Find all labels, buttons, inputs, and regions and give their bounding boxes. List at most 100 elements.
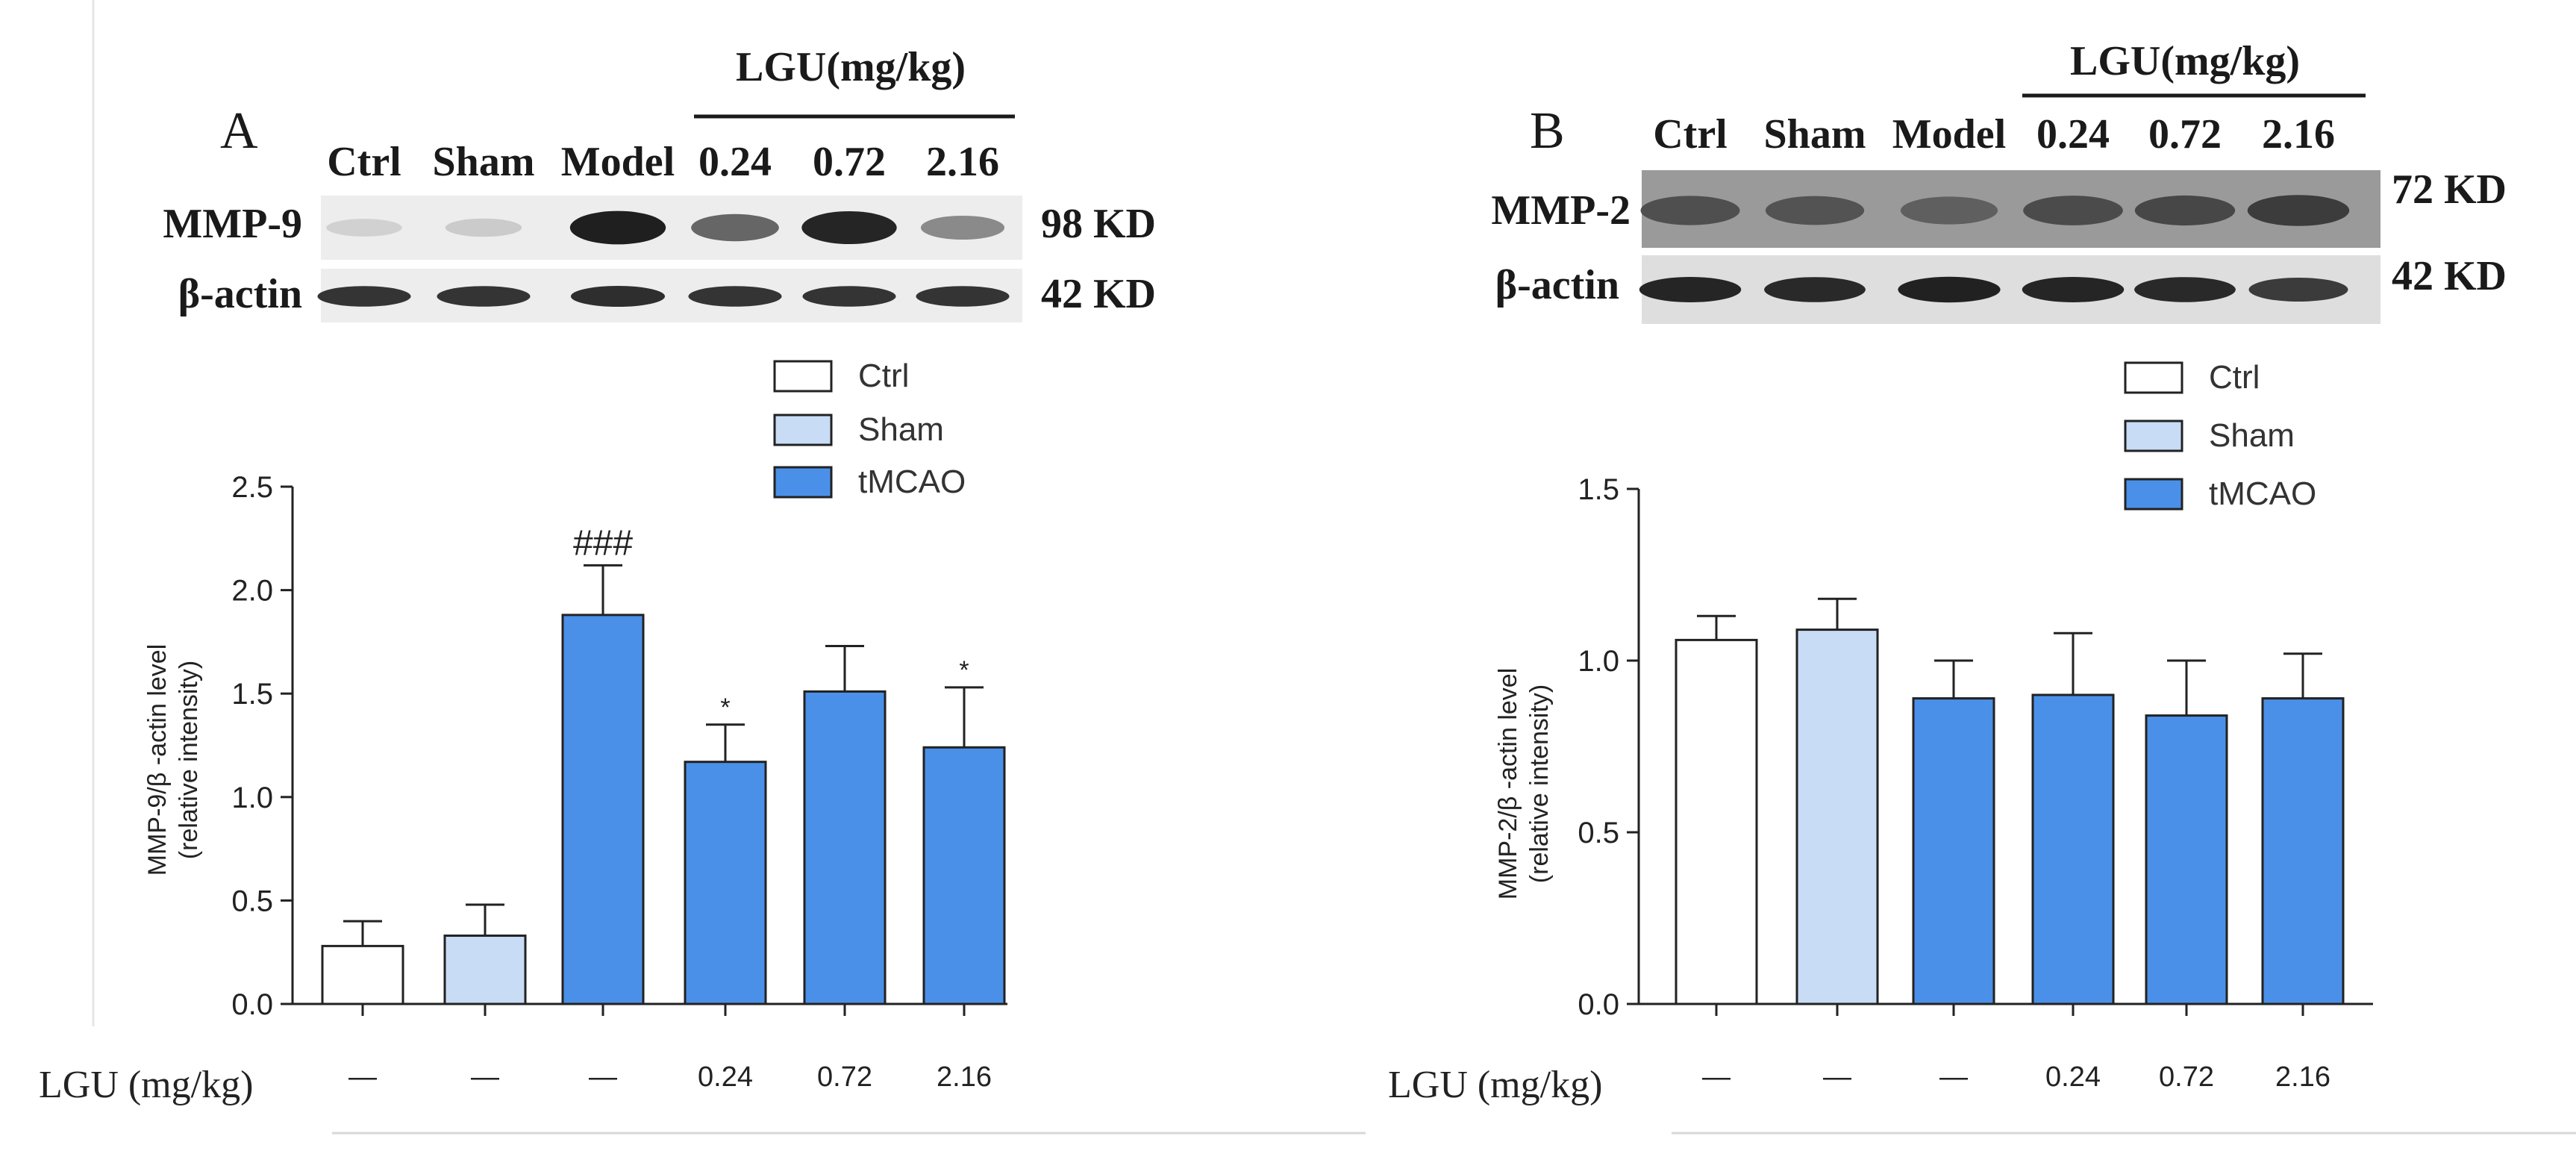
panel-a-lane-ctrl: Ctrl: [327, 139, 401, 185]
panel-a-legend: Ctrl Sham tMCAO: [773, 358, 966, 500]
panel-a-row-actin-label: β-actin: [178, 271, 302, 317]
y-tick-label: 1.5: [231, 678, 273, 711]
panel-b-row-actin-label: β-actin: [1495, 262, 1619, 308]
panel-b-row-mmp2-label: MMP-2: [1491, 187, 1631, 234]
panel-a-bar-chart: 0.0 0.5 1.0 1.5 2.0 2.5 ### * *: [231, 471, 1007, 1021]
panel-b-legend-label-tmcao: tMCAO: [2209, 475, 2316, 512]
bar-Model: [561, 614, 645, 1005]
blot-band: [445, 218, 522, 237]
significance-mark: ###: [573, 523, 633, 563]
panel-b-lane-ctrl: Ctrl: [1653, 111, 1728, 157]
panel-a-dose-024: 0.24: [698, 1061, 753, 1093]
panel-b-lane-sham: Sham: [1764, 111, 1866, 157]
y-tick-label: 1.5: [1578, 473, 1619, 506]
panel-b-legend-swatch-ctrl: [2124, 361, 2183, 394]
panel-a-lane-216: 2.16: [926, 139, 999, 185]
panel-a-bands-mmp9: [326, 210, 1005, 245]
panel-a-legend-label-ctrl: Ctrl: [858, 358, 909, 394]
bar-Model: [1912, 697, 1995, 1005]
panel-a-row-mmp9-label: MMP-9: [163, 201, 302, 247]
panel-a-ylabel: MMP-9/β -actin level (relative intensity…: [143, 644, 203, 876]
y-tick-label: 0.0: [1578, 988, 1619, 1021]
panel-b-ylabel-line1: MMP-2/β -actin level: [1494, 668, 1522, 900]
panel-b-bands-actin: [1639, 276, 2348, 303]
panel-b-dose-sham: —: [1823, 1061, 1851, 1093]
blot-band: [2134, 195, 2236, 226]
blot-band: [801, 211, 897, 244]
panel-b-legend-label-sham: Sham: [2209, 417, 2295, 454]
bar-2.16: [922, 746, 1006, 1005]
panel-b-legend-swatch-tmcao: [2124, 478, 2183, 511]
panel-b-lane-model: Model: [1892, 111, 2006, 157]
bar-Ctrl: [1675, 638, 1758, 1005]
blot-band: [317, 286, 411, 307]
panel-a-lane-072: 0.72: [813, 139, 886, 185]
panel-b-legend-swatch-sham: [2124, 419, 2183, 452]
panel-a-dose-row-label: LGU (mg/kg): [39, 1064, 253, 1106]
panel-b-dose-024: 0.24: [2045, 1061, 2101, 1093]
panel-a-lane-024: 0.24: [698, 139, 772, 185]
panel-a-legend-swatch-sham: [773, 414, 833, 446]
panel-a-dose-072: 0.72: [817, 1061, 872, 1093]
bar-Sham: [1795, 628, 1879, 1005]
blot-band: [1639, 276, 1742, 303]
blot-band: [2247, 195, 2350, 226]
panel-b-dose-ctrl: —: [1702, 1061, 1731, 1093]
bar-Sham: [443, 935, 527, 1005]
blot-band: [1898, 276, 2001, 303]
panel-a-legend-swatch-ctrl: [773, 360, 833, 393]
bar-0.72: [2145, 714, 2228, 1005]
panel-a-letter: A: [220, 102, 258, 160]
blot-band: [326, 219, 402, 237]
blot-band: [570, 285, 666, 308]
bar-0.72: [803, 690, 887, 1005]
panel-a-dose-216: 2.16: [937, 1061, 992, 1093]
panel-b-legend: Ctrl Sham tMCAO: [2124, 359, 2316, 512]
panel-a-ylabel-line1: MMP-9/β -actin level: [143, 644, 172, 876]
panel-a-dose-ctrl: —: [348, 1061, 377, 1093]
panel-a-legend-swatch-tmcao: [773, 466, 833, 499]
y-tick-label: 2.0: [231, 575, 273, 608]
panel-b-dose-model: —: [1939, 1061, 1968, 1093]
panel-b-ylabel: MMP-2/β -actin level (relative intensity…: [1494, 668, 1554, 900]
blot-band: [1640, 196, 1740, 225]
panel-a-lane-model: Model: [561, 139, 675, 185]
significance-mark: *: [959, 656, 969, 684]
blot-band: [1900, 196, 1998, 225]
panel-b-bar-chart: 0.0 0.5 1.0 1.5: [1578, 473, 2373, 1021]
panel-a-bands-actin: [317, 285, 1010, 308]
blot-band: [691, 213, 779, 242]
blot-band: [2134, 277, 2236, 302]
panel-b-dose-216: 2.16: [2275, 1061, 2330, 1093]
panel-b-ylabel-line2: (relative intensity): [1525, 684, 1554, 883]
panel-b-bands-mmp2: [1640, 195, 2350, 226]
panel-b-dose-row-label: LGU (mg/kg): [1388, 1064, 1602, 1106]
y-tick-label: 0.5: [231, 885, 273, 917]
panel-a-ylabel-line2: (relative intensity): [175, 661, 203, 859]
bar-0.24: [684, 761, 767, 1005]
panel-b-legend-label-ctrl: Ctrl: [2209, 359, 2260, 396]
panel-b-dose-072: 0.72: [2159, 1061, 2214, 1093]
panel-a-row-mmp9-size: 98 KD: [1041, 201, 1156, 247]
panel-a-lgu-header: LGU(mg/kg): [736, 44, 966, 90]
significance-mark: *: [720, 693, 730, 722]
panel-b-lgu-header: LGU(mg/kg): [2070, 38, 2300, 84]
y-tick-label: 1.0: [1578, 645, 1619, 678]
panel-b-row-actin-size: 42 KD: [2392, 253, 2507, 299]
blot-band: [916, 286, 1010, 307]
blot-band: [688, 286, 782, 307]
blot-band: [2023, 196, 2123, 225]
panel-a-legend-label-sham: Sham: [858, 411, 944, 448]
panel-a-dose-sham: —: [471, 1061, 499, 1093]
y-tick-label: 0.0: [231, 988, 273, 1021]
blot-band: [920, 215, 1005, 240]
y-tick-label: 0.5: [1578, 817, 1619, 849]
panel-a: A LGU(mg/kg) Ctrl Sham Model 0.24 0.72 2…: [39, 44, 1156, 1106]
panel-a-blot-strip-mmp9: [321, 196, 1022, 260]
blot-band: [802, 286, 896, 307]
panel-a-legend-label-tmcao: tMCAO: [858, 464, 966, 500]
panel-b: B LGU(mg/kg) Ctrl Sham Model 0.24 0.72 2…: [1388, 38, 2507, 1106]
panel-a-dose-model: —: [589, 1061, 617, 1093]
bar-0.24: [2031, 693, 2115, 1005]
